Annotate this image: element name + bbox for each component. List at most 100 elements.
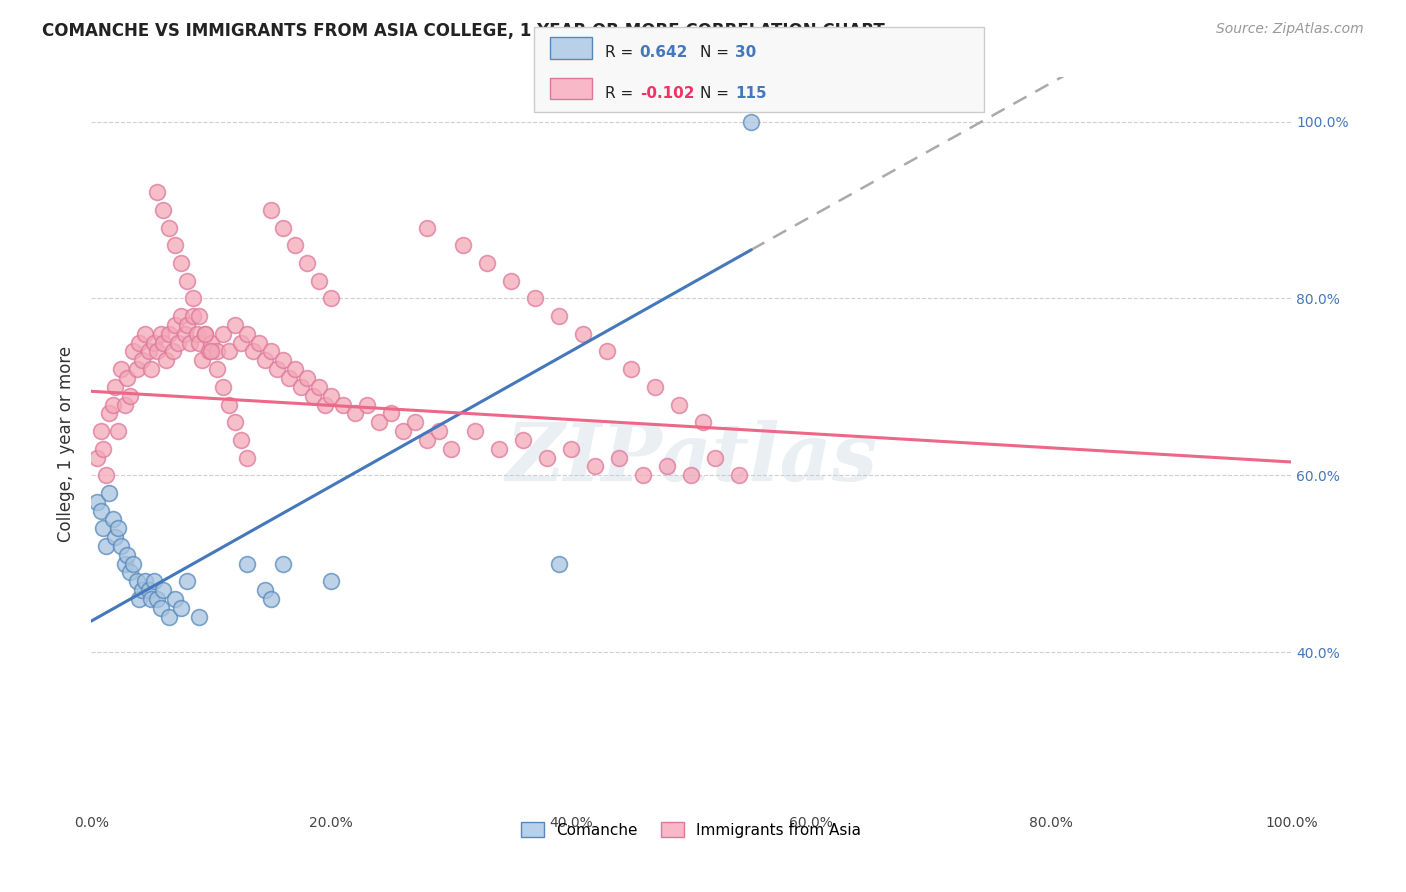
Point xyxy=(194,326,217,341)
Point xyxy=(179,335,201,350)
Point xyxy=(142,335,165,350)
Point xyxy=(176,274,198,288)
Text: N =: N = xyxy=(700,45,734,61)
Legend: Comanche, Immigrants from Asia: Comanche, Immigrants from Asia xyxy=(515,815,868,844)
Point xyxy=(157,220,180,235)
Point xyxy=(332,398,354,412)
Point xyxy=(356,398,378,412)
Point xyxy=(146,592,169,607)
Point xyxy=(173,326,195,341)
Point xyxy=(704,450,727,465)
Point xyxy=(101,512,124,526)
Point xyxy=(271,557,294,571)
Text: 30: 30 xyxy=(735,45,756,61)
Point xyxy=(224,318,246,332)
Point xyxy=(128,335,150,350)
Y-axis label: College, 1 year or more: College, 1 year or more xyxy=(58,346,75,542)
Point xyxy=(104,530,127,544)
Point xyxy=(142,574,165,589)
Point xyxy=(321,574,343,589)
Point xyxy=(321,389,343,403)
Point xyxy=(548,557,571,571)
Text: -0.102: -0.102 xyxy=(640,86,695,101)
Point xyxy=(536,450,558,465)
Point xyxy=(194,326,217,341)
Point xyxy=(260,344,283,359)
Point xyxy=(170,256,193,270)
Point xyxy=(295,256,318,270)
Point xyxy=(107,521,129,535)
Point xyxy=(115,548,138,562)
Point xyxy=(464,424,486,438)
Point xyxy=(134,326,156,341)
Point xyxy=(548,309,571,323)
Point xyxy=(260,202,283,217)
Point xyxy=(157,326,180,341)
Text: ZIPatlas: ZIPatlas xyxy=(505,420,877,498)
Point xyxy=(231,335,253,350)
Point xyxy=(125,574,148,589)
Point xyxy=(501,274,523,288)
Point xyxy=(631,468,654,483)
Point xyxy=(90,503,112,517)
Point xyxy=(190,353,212,368)
Point xyxy=(236,450,259,465)
Point xyxy=(560,442,582,456)
Point xyxy=(247,335,270,350)
Text: R =: R = xyxy=(605,86,638,101)
Point xyxy=(141,362,163,376)
Point xyxy=(200,344,222,359)
Point xyxy=(165,238,187,252)
Point xyxy=(122,344,145,359)
Point xyxy=(657,459,679,474)
Point xyxy=(118,566,141,580)
Point xyxy=(91,521,114,535)
Point xyxy=(188,609,211,624)
Point xyxy=(101,398,124,412)
Point xyxy=(266,362,288,376)
Point xyxy=(380,406,402,420)
Point xyxy=(110,362,132,376)
Point xyxy=(170,600,193,615)
Point xyxy=(152,202,174,217)
Point xyxy=(524,292,547,306)
Point xyxy=(692,415,714,429)
Point xyxy=(146,186,169,200)
Point xyxy=(205,344,228,359)
Point xyxy=(284,362,307,376)
Point xyxy=(128,592,150,607)
Point xyxy=(197,344,219,359)
Point xyxy=(451,238,474,252)
Point xyxy=(254,353,277,368)
Point xyxy=(236,326,259,341)
Point xyxy=(125,362,148,376)
Point xyxy=(314,398,336,412)
Point xyxy=(583,459,606,474)
Point xyxy=(104,380,127,394)
Point xyxy=(165,592,187,607)
Point xyxy=(392,424,415,438)
Point xyxy=(344,406,367,420)
Point xyxy=(94,539,117,553)
Point xyxy=(155,353,177,368)
Point xyxy=(368,415,391,429)
Point xyxy=(231,433,253,447)
Point xyxy=(165,318,187,332)
Point xyxy=(477,256,499,270)
Point xyxy=(146,344,169,359)
Point xyxy=(427,424,450,438)
Point xyxy=(115,371,138,385)
Point xyxy=(138,583,160,598)
Point xyxy=(138,344,160,359)
Point xyxy=(212,326,235,341)
Point xyxy=(149,600,172,615)
Point xyxy=(86,495,108,509)
Point xyxy=(110,539,132,553)
Point xyxy=(440,442,463,456)
Point xyxy=(170,309,193,323)
Point xyxy=(122,557,145,571)
Point xyxy=(321,292,343,306)
Point xyxy=(278,371,301,385)
Point xyxy=(114,398,136,412)
Point xyxy=(668,398,690,412)
